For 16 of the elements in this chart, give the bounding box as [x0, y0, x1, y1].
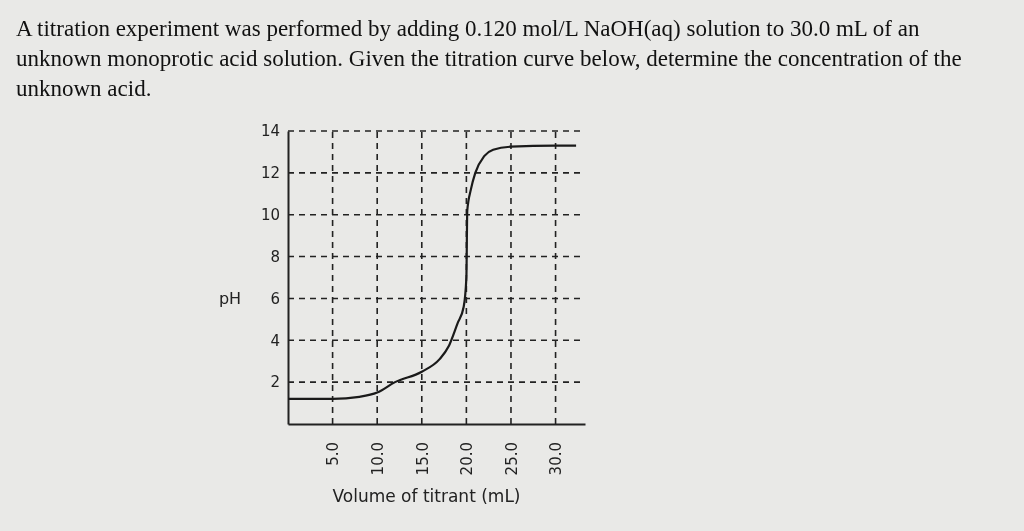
x-tick-label: 30.0 — [547, 442, 566, 476]
y-tick-label: 4 — [270, 331, 280, 350]
x-tick-label: 25.0 — [502, 442, 521, 476]
y-tick-label: 6 — [270, 289, 280, 308]
chart-title: A titration experiment was performed by adding 0.120 mol/L NaOH(aq) solution to 30.0 mL of an unknown monoprotic acid solution. Given the titration curve below, determine the concentration of the unknown acid. — [16, 16, 962, 101]
y-axis-title: pH — [218, 289, 242, 309]
y-tick-label: 2 — [270, 373, 280, 392]
y-tick-label: 10 — [260, 206, 280, 225]
y-tick-label: 8 — [270, 247, 280, 266]
x-axis-title: Volume of titrant (mL) — [332, 486, 521, 506]
y-tick-label: 14 — [260, 122, 280, 141]
x-tick-label: 20.0 — [458, 442, 477, 476]
x-tick-label: 10.0 — [368, 442, 387, 476]
x-tick-label: 15.0 — [413, 442, 432, 476]
x-tick-label: 5.0 — [324, 442, 343, 466]
y-tick-label: 12 — [260, 164, 280, 183]
